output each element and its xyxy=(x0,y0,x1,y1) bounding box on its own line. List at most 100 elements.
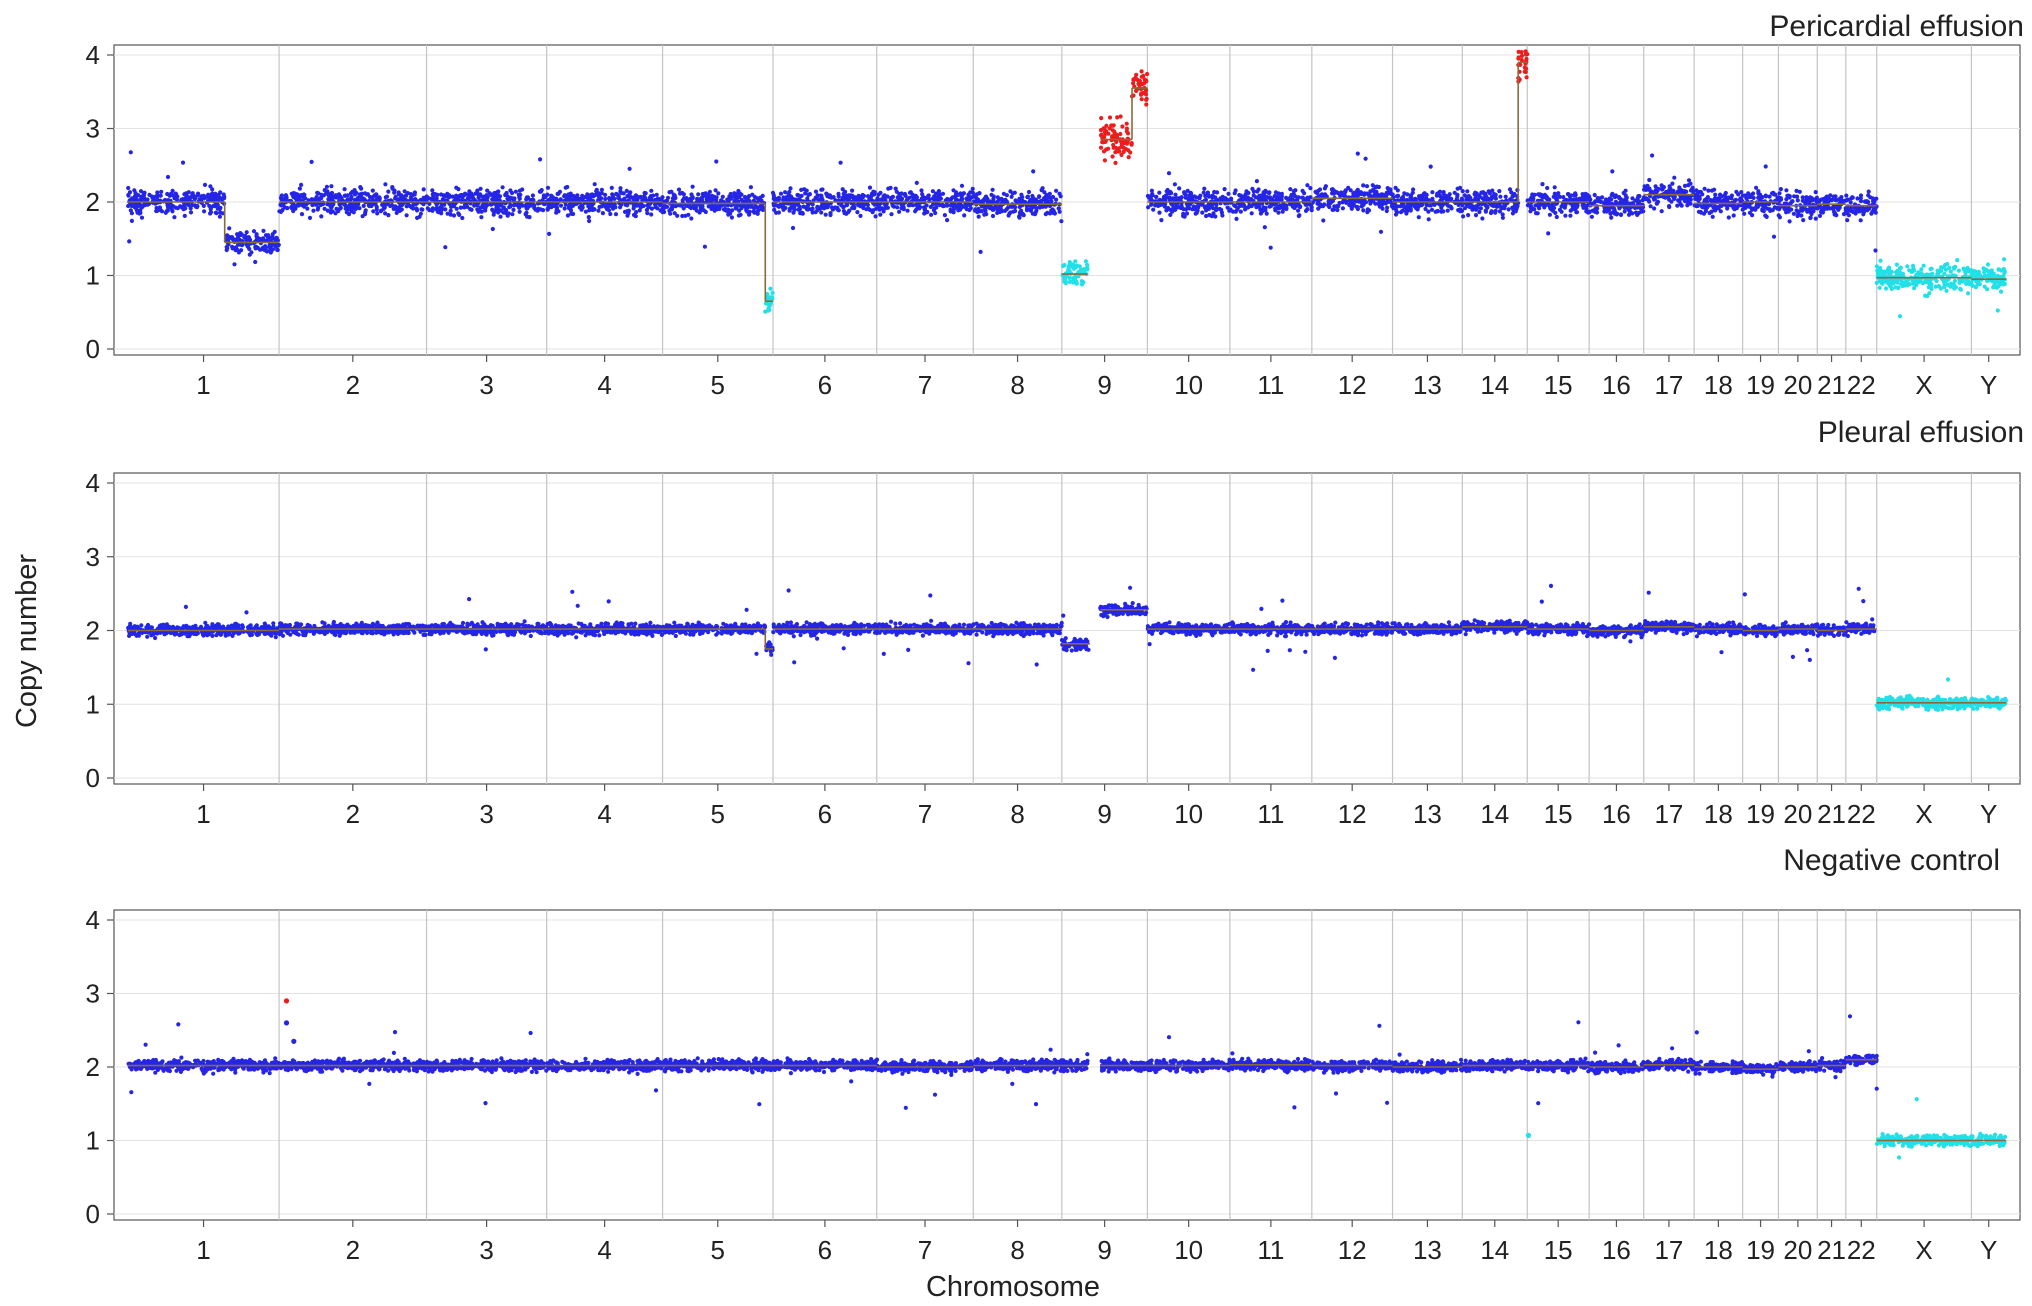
probe-point xyxy=(1615,211,1620,216)
probe-point xyxy=(609,203,614,208)
probe-point xyxy=(791,205,796,210)
probe-point xyxy=(819,193,824,198)
probe-point xyxy=(490,207,495,212)
probe-point xyxy=(1809,198,1814,203)
probe-point xyxy=(626,211,631,216)
probe-point xyxy=(1486,189,1491,194)
probe-point xyxy=(1734,204,1739,209)
probe-point xyxy=(1316,206,1321,211)
probe-point xyxy=(1868,195,1873,200)
probe-point xyxy=(990,187,995,192)
probe-point xyxy=(914,180,919,185)
probe-point xyxy=(919,188,924,193)
probe-point xyxy=(1143,92,1149,97)
probe-point xyxy=(496,195,501,200)
probe-point xyxy=(1733,197,1739,202)
probe-point xyxy=(190,202,195,208)
probe-point xyxy=(587,202,593,207)
probe-point xyxy=(1943,267,1948,272)
probe-point xyxy=(1267,204,1272,209)
probe-point xyxy=(1771,234,1777,239)
x-tick-label-chr19: 19 xyxy=(1746,370,1775,400)
probe-point xyxy=(513,189,519,194)
probe-point xyxy=(1335,207,1340,213)
probe-point xyxy=(706,195,711,200)
probe-point xyxy=(1956,268,1961,273)
probe-point xyxy=(668,211,673,216)
probe-point xyxy=(244,236,249,241)
probe-point xyxy=(147,192,152,197)
probe-point xyxy=(1020,211,1025,217)
probe-point xyxy=(236,236,241,241)
probe-point xyxy=(1498,194,1503,199)
probe-point xyxy=(580,203,585,208)
probe-point xyxy=(1874,280,1879,285)
probe-point xyxy=(1308,186,1313,191)
probe-point xyxy=(374,204,379,210)
probe-point xyxy=(1134,72,1139,77)
probe-point xyxy=(329,190,335,196)
probe-point xyxy=(729,215,735,220)
probe-point xyxy=(805,207,810,212)
probe-point xyxy=(158,208,163,213)
x-tick-label-chr3: 3 xyxy=(479,370,493,400)
probe-point xyxy=(249,250,254,255)
probe-point xyxy=(873,214,878,219)
probe-point xyxy=(1652,206,1657,211)
probe-point xyxy=(1321,218,1326,223)
probe-point xyxy=(1871,200,1877,205)
probe-point xyxy=(1477,209,1482,215)
x-tick-label-chr15: 15 xyxy=(1544,370,1573,400)
probe-point xyxy=(297,186,302,191)
probe-point xyxy=(510,212,515,217)
probe-point xyxy=(991,199,996,204)
probe-point xyxy=(1786,193,1791,198)
probe-point xyxy=(1009,194,1014,199)
probe-point xyxy=(1942,284,1947,289)
probe-point xyxy=(1229,196,1234,201)
probe-point xyxy=(213,210,218,215)
probe-point xyxy=(466,193,471,198)
probe-point xyxy=(1430,190,1435,195)
probe-point xyxy=(1159,218,1164,223)
probe-point xyxy=(351,210,356,215)
probe-point xyxy=(1791,211,1796,216)
probe-point xyxy=(517,209,522,214)
probe-point xyxy=(1113,160,1118,165)
probe-point xyxy=(311,208,316,213)
probe-point xyxy=(754,205,759,210)
probe-point xyxy=(1910,278,1915,283)
probe-point xyxy=(329,194,334,199)
probe-point xyxy=(867,185,873,190)
probe-point xyxy=(1592,192,1597,198)
probe-point xyxy=(1374,189,1379,194)
probe-point xyxy=(1609,215,1614,220)
probe-point xyxy=(1226,191,1231,196)
probe-point xyxy=(889,212,894,217)
probe-point xyxy=(1080,279,1085,284)
probe-point xyxy=(328,210,333,215)
probe-point xyxy=(707,198,712,203)
probe-point xyxy=(1276,204,1281,209)
probe-point xyxy=(1296,208,1301,213)
probe-point xyxy=(975,199,980,204)
probe-point xyxy=(858,213,863,218)
probe-point xyxy=(882,193,887,198)
probe-point xyxy=(1355,151,1360,156)
probe-point xyxy=(1850,195,1855,200)
probe-point xyxy=(524,202,529,207)
probe-point xyxy=(810,206,815,211)
probe-point xyxy=(767,307,772,312)
probe-point xyxy=(494,206,499,211)
probe-point xyxy=(545,206,551,211)
probe-point xyxy=(1272,194,1277,199)
probe-point xyxy=(948,207,953,212)
probe-point xyxy=(776,204,782,209)
probe-point xyxy=(1175,196,1180,201)
probe-point xyxy=(516,192,521,197)
probe-point xyxy=(1651,196,1656,201)
probe-point xyxy=(1139,97,1144,102)
x-tick-label-chr21: 21 xyxy=(1817,370,1846,400)
probe-point xyxy=(655,206,660,211)
probe-point xyxy=(1196,202,1201,207)
